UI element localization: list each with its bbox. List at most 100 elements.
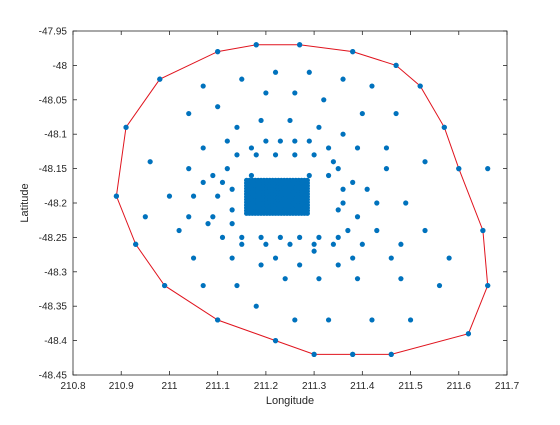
hull-line [115,44,489,355]
x-tick-label: 211 [161,381,177,392]
hull-vertex [133,241,139,247]
data-point [147,159,153,165]
data-point [272,69,279,75]
data-point [330,159,336,165]
data-point [186,110,192,117]
data-point [287,117,293,124]
y-tick-label: -48 [53,61,68,72]
data-point [383,145,390,151]
data-point [340,186,346,192]
hull-vertex [123,124,129,130]
x-tick-label: 211.4 [350,381,375,392]
data-point [186,166,192,172]
data-point [335,166,341,172]
data-point [263,138,269,144]
data-point [407,317,414,323]
y-axis-ticks: -47.95 -48 -48.05 -48.1 -48.15 -48.2 -48.25 -48… [39,27,507,382]
data-point [321,97,327,103]
x-axis-label: Longitude [266,395,314,407]
hull-outline [113,42,491,357]
data-point [359,241,365,247]
data-point [398,276,404,282]
data-point [325,172,332,179]
x-tick-label: 211.1 [206,381,231,392]
hull-vertex [480,227,486,234]
data-point [142,214,148,220]
data-point [258,234,264,240]
data-point [345,227,351,234]
y-tick-label: -48.25 [39,233,68,244]
data-point [422,227,428,234]
data-point [272,152,279,158]
data-point [248,145,255,151]
hull-vertex [388,351,394,357]
data-point [292,90,298,96]
data-point [200,179,206,185]
data-point [234,282,240,289]
data-point [248,172,255,179]
data-point [186,214,192,220]
data-point [263,90,269,96]
hull-vertex [393,62,399,68]
data-point [215,193,221,199]
y-tick-label: -48.3 [44,267,67,278]
data-point [374,227,380,234]
data-point [316,234,322,240]
y-tick-label: -48.05 [39,95,68,106]
data-point [277,234,283,240]
y-tick-label: -48.2 [44,199,67,210]
data-point [253,152,259,158]
x-tick-label: 210.8 [60,381,85,392]
data-point [325,317,332,323]
data-point [200,83,206,89]
data-point [374,200,380,206]
y-tick-label: -47.95 [39,27,68,38]
data-point [190,255,197,261]
data-point [272,255,279,261]
hull-vertex [162,282,168,289]
hull-vertex [465,331,472,337]
data-point [330,241,336,247]
hull-vertex [417,83,423,89]
data-point [306,138,312,144]
data-point [234,124,240,130]
data-point [393,110,399,117]
data-point [446,255,452,261]
data-point [176,227,182,234]
data-point [388,255,394,261]
data-point [210,172,216,179]
data-point [200,282,206,289]
hull-vertex [215,317,221,323]
data-point [210,214,216,220]
x-tick-label: 211.5 [398,381,423,392]
data-point [297,234,303,240]
data-point [354,145,361,151]
data-point [287,241,293,247]
data-point [335,262,341,268]
data-point [190,193,197,199]
data-point [335,234,341,240]
data-point [316,276,322,282]
data-point [316,124,322,130]
x-tick-label: 211.2 [254,381,279,392]
x-tick-label: 211.3 [302,381,327,392]
data-point [297,262,303,268]
data-point [335,207,341,213]
data-point [369,83,375,89]
data-point [306,69,312,75]
data-point [359,110,365,117]
data-point [292,152,298,158]
data-point [224,166,230,172]
x-tick-label: 210.9 [109,381,134,392]
data-point [219,179,226,185]
data-point [306,172,312,179]
data-point [258,262,264,268]
data-point [229,255,235,261]
data-point [234,152,240,158]
data-point [403,200,409,206]
hull-vertex [350,49,356,55]
data-point [239,76,245,82]
hull-vertex [297,42,303,48]
